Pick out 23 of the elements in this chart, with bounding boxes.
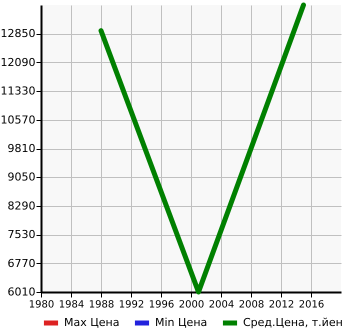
x-tick-label: 2004 [208,300,234,310]
x-tick-label: 2000 [178,300,204,310]
y-tick-label: 11330 [0,84,36,98]
y-tick-label: 10570 [0,113,36,126]
y-tick-label: 9810 [8,142,36,155]
x-tick-label: 2016 [298,300,324,310]
y-tick-label: 9050 [8,170,36,184]
y-tick-label: 7530 [8,228,36,242]
legend-label: Сред.Цена, т.йен [243,316,343,329]
x-tick-label: 1984 [58,300,84,310]
legend-label: Max Цена [64,316,120,329]
x-tick-label: 1988 [88,300,114,310]
legend-label: Min Цена [155,316,208,329]
x-tick-label: 1996 [148,300,174,310]
y-tick-label: 6010 [8,286,36,298]
y-tick-label: 12850 [0,27,36,40]
x-tick-label: 2008 [238,300,264,310]
y-tick-label: 12090 [0,56,36,69]
x-tick-label: 1980 [28,300,54,310]
y-tick-label: 6770 [8,256,36,270]
x-tick-label: 1992 [118,300,144,310]
y-tick-label: 8290 [8,199,36,212]
x-tick-label: 2012 [268,300,294,310]
